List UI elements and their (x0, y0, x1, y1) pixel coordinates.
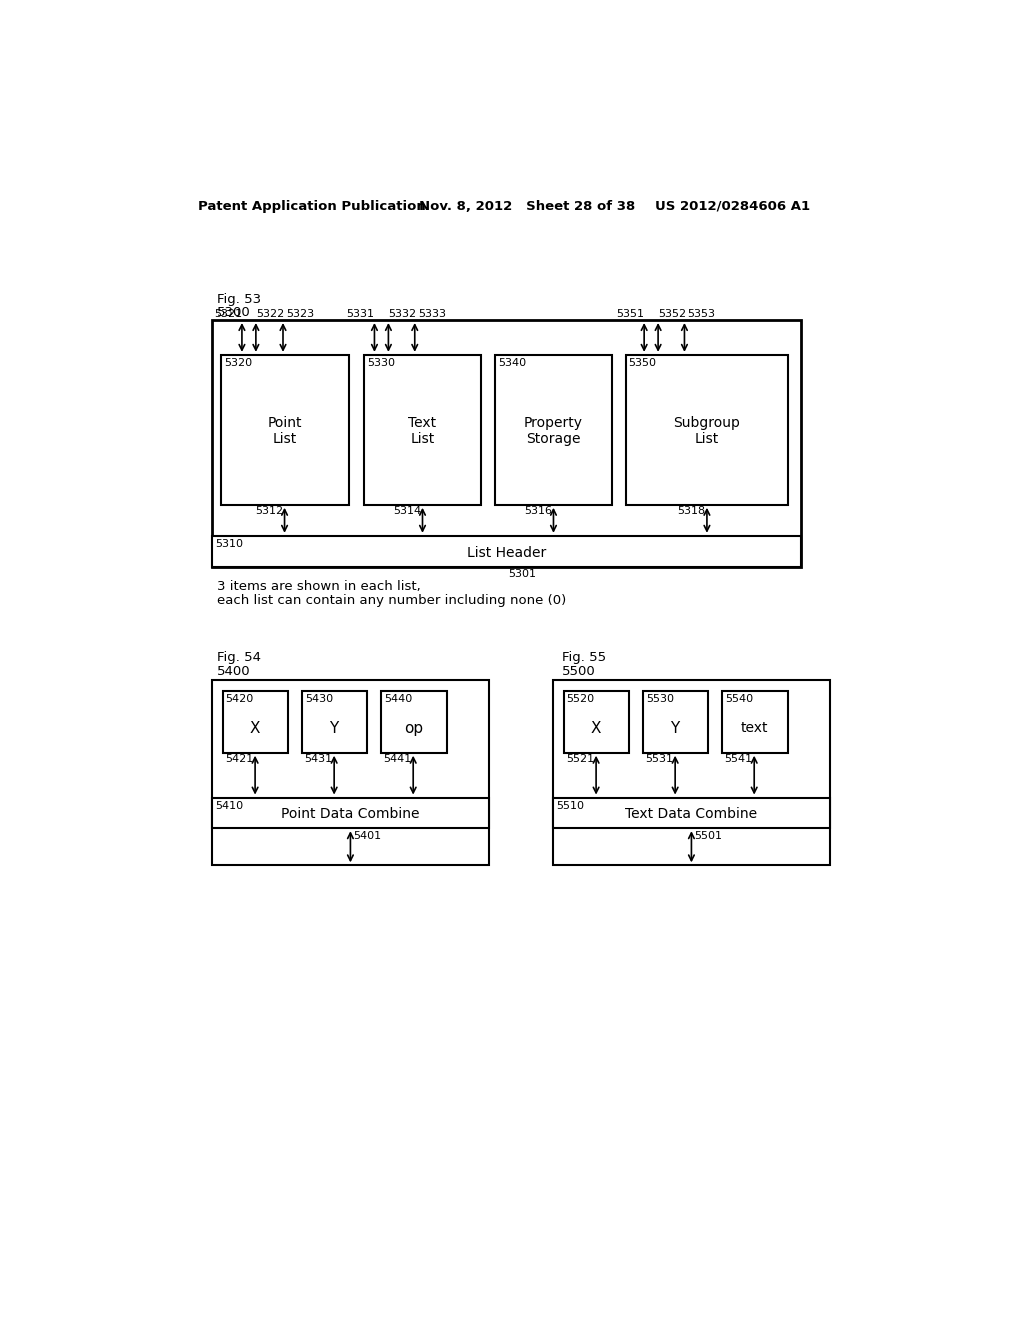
Bar (221, 355, 349, 506)
Bar (212, 681, 489, 866)
Bar (302, 692, 368, 752)
Text: Fig. 53: Fig. 53 (217, 293, 261, 306)
Text: Fig. 55: Fig. 55 (562, 651, 606, 664)
Text: 5314: 5314 (393, 507, 421, 516)
Text: op: op (403, 721, 423, 735)
Text: List Header: List Header (467, 545, 546, 560)
Text: 5320: 5320 (224, 358, 252, 368)
Bar (381, 692, 446, 752)
Text: 5430: 5430 (305, 694, 333, 705)
Bar (553, 681, 830, 866)
Text: 5421: 5421 (225, 755, 254, 764)
Text: 5410: 5410 (215, 800, 243, 810)
Text: 5312: 5312 (255, 507, 283, 516)
Text: List: List (411, 432, 434, 446)
Text: 5333: 5333 (418, 309, 445, 318)
Text: each list can contain any number including none (0): each list can contain any number includi… (217, 594, 566, 607)
Text: Y: Y (671, 721, 680, 735)
Text: X: X (250, 721, 260, 735)
Text: Y: Y (330, 721, 339, 735)
Text: 5331: 5331 (346, 309, 375, 318)
Text: Subgroup: Subgroup (674, 416, 740, 430)
Text: 5352: 5352 (658, 309, 686, 318)
Text: 5316: 5316 (524, 507, 552, 516)
Bar (553, 797, 830, 829)
Text: 5420: 5420 (225, 694, 254, 705)
Bar (722, 692, 787, 752)
Text: Storage: Storage (526, 432, 581, 446)
Text: 5431: 5431 (304, 755, 333, 764)
Bar (563, 692, 630, 752)
Text: US 2012/0284606 A1: US 2012/0284606 A1 (655, 199, 810, 213)
Text: 5531: 5531 (645, 755, 674, 764)
Bar (365, 355, 480, 506)
Bar (212, 321, 801, 566)
Text: 5340: 5340 (499, 358, 526, 368)
Text: Property: Property (524, 416, 583, 430)
Text: 5301: 5301 (509, 569, 537, 578)
Text: 5323: 5323 (286, 309, 314, 318)
Text: List: List (695, 432, 719, 446)
Text: 5310: 5310 (215, 539, 243, 549)
Text: 5330: 5330 (368, 358, 395, 368)
Text: 5540: 5540 (725, 694, 753, 705)
Text: 5530: 5530 (646, 694, 674, 705)
Bar (626, 355, 788, 506)
Text: 5318: 5318 (677, 507, 706, 516)
Text: Text Data Combine: Text Data Combine (626, 808, 758, 821)
Text: 3 items are shown in each list,: 3 items are shown in each list, (217, 581, 421, 594)
Text: Fig. 54: Fig. 54 (217, 651, 261, 664)
Text: X: X (591, 721, 601, 735)
Text: 5400: 5400 (217, 665, 251, 678)
Text: 5541: 5541 (725, 755, 753, 764)
Text: 5500: 5500 (562, 665, 596, 678)
Bar (643, 692, 709, 752)
Text: 5510: 5510 (556, 800, 584, 810)
Text: Patent Application Publication: Patent Application Publication (198, 199, 426, 213)
Text: 5520: 5520 (566, 694, 595, 705)
Text: Text: Text (409, 416, 436, 430)
Text: text: text (740, 721, 768, 735)
Bar (222, 692, 289, 752)
Text: 5300: 5300 (217, 306, 251, 319)
Text: 5440: 5440 (384, 694, 412, 705)
Bar (496, 355, 611, 506)
Bar (212, 797, 489, 829)
Text: 5401: 5401 (352, 830, 381, 841)
Text: 5351: 5351 (616, 309, 644, 318)
Text: Point Data Combine: Point Data Combine (282, 808, 420, 821)
Text: 5332: 5332 (388, 309, 417, 318)
Text: 5321: 5321 (214, 309, 242, 318)
Text: 5322: 5322 (256, 309, 284, 318)
Text: 5350: 5350 (629, 358, 656, 368)
Text: 5353: 5353 (687, 309, 716, 318)
Text: List: List (272, 432, 297, 446)
Text: Point: Point (267, 416, 302, 430)
Bar (212, 536, 801, 566)
Text: Nov. 8, 2012   Sheet 28 of 38: Nov. 8, 2012 Sheet 28 of 38 (419, 199, 635, 213)
Text: 5501: 5501 (693, 830, 722, 841)
Text: 5441: 5441 (383, 755, 412, 764)
Text: 5521: 5521 (566, 755, 595, 764)
